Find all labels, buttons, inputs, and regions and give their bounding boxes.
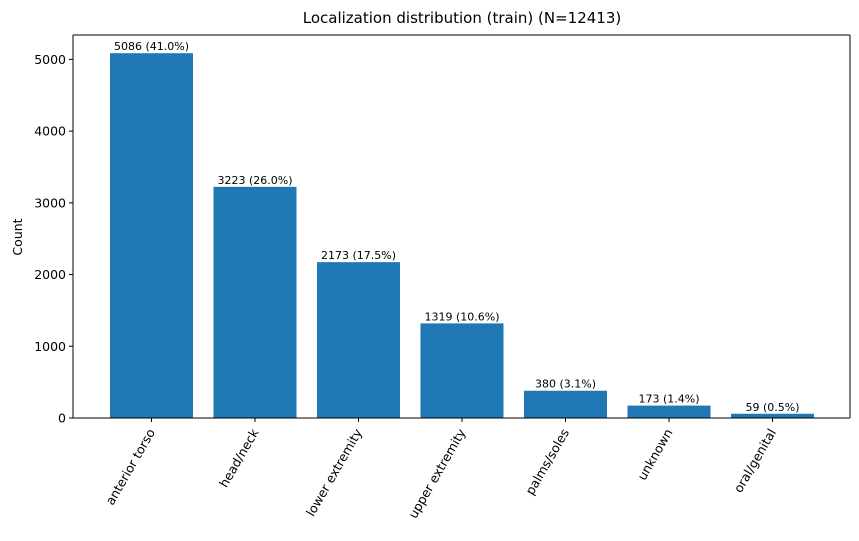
data-label: 3223 (26.0%) — [217, 174, 292, 187]
data-label: 380 (3.1%) — [535, 378, 596, 391]
x-tick-label: head/neck — [216, 425, 262, 490]
bar — [317, 262, 400, 418]
x-tick-label: oral/genital — [731, 426, 780, 495]
bar — [420, 323, 504, 418]
y-axis-label: Count — [10, 218, 25, 255]
x-tick-label: anterior torso — [102, 426, 158, 507]
y-tick-label: 0 — [58, 411, 66, 426]
y-tick-label: 2000 — [34, 267, 66, 282]
data-label: 2173 (17.5%) — [321, 249, 396, 262]
data-label: 173 (1.4%) — [638, 393, 699, 406]
plot-area: 5086 (41.0%) 3223 (26.0%) 2173 (17.5%) 1319… — [34, 34, 851, 521]
data-label: 1319 (10.6%) — [424, 310, 499, 323]
data-label: 5086 (41.0%) — [114, 40, 189, 53]
data-label: 59 (0.5%) — [745, 401, 799, 414]
bar — [524, 390, 607, 418]
x-tick-label: unknown — [634, 426, 675, 483]
y-tick-label: 3000 — [34, 195, 66, 210]
x-tick-label: palms/soles — [522, 426, 572, 497]
bar — [110, 53, 193, 419]
bar — [213, 186, 297, 418]
chart-title: Localization distribution (train) (N=124… — [303, 9, 621, 27]
x-tick-label: upper extremity — [405, 425, 469, 520]
bar — [731, 413, 814, 418]
y-tick-label: 5000 — [34, 52, 66, 67]
y-tick-label: 1000 — [34, 339, 66, 354]
bar — [627, 405, 711, 418]
x-tick-label: lower extremity — [303, 425, 366, 518]
y-tick-label: 4000 — [34, 124, 66, 139]
